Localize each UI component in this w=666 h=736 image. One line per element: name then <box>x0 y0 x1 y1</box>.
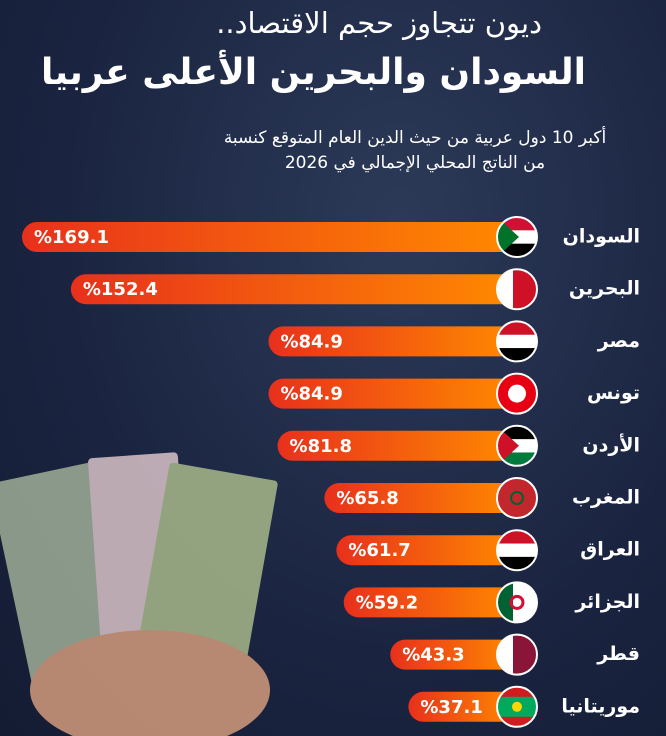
bar <box>22 222 517 252</box>
flag-part <box>497 217 519 257</box>
bar <box>343 587 517 618</box>
value-label: %84.9 <box>280 331 342 352</box>
flag <box>497 373 537 414</box>
flag-border <box>496 216 538 258</box>
flag-part <box>497 425 519 466</box>
flag-border <box>496 320 538 363</box>
flag-part <box>509 594 525 610</box>
flag-part <box>497 543 537 558</box>
value-label: %43.3 <box>402 645 464 666</box>
value-label: %65.8 <box>336 488 398 509</box>
flag-part <box>508 384 526 403</box>
bar <box>268 326 517 357</box>
flag <box>497 582 537 623</box>
value-label: %169.1 <box>34 227 109 248</box>
flag-part <box>510 491 524 505</box>
category-label: السودان <box>563 226 640 248</box>
flag-border <box>496 529 538 572</box>
flag-part <box>497 686 537 698</box>
value-label: %37.1 <box>420 697 482 718</box>
value-label: %61.7 <box>348 540 410 561</box>
category-label: الأردن <box>582 433 640 456</box>
bar <box>336 535 517 566</box>
value-label: %152.4 <box>83 279 158 300</box>
flag-part <box>497 706 537 718</box>
bar <box>268 378 517 409</box>
subtitle: أكبر 10 دول عربية من حيث الدين العام الم… <box>223 128 607 148</box>
flag-part <box>497 634 513 675</box>
category-label: البحرين <box>569 278 640 300</box>
value-label: %59.2 <box>356 592 418 613</box>
bar <box>408 691 517 722</box>
category-label: العراق <box>580 539 640 561</box>
category-label: تونس <box>587 382 640 404</box>
flag-part <box>497 582 513 623</box>
category-label: الجزائر <box>574 591 640 613</box>
banknotes <box>0 452 278 736</box>
value-label: %84.9 <box>280 384 342 405</box>
subtitle: من الناتج المحلي الإجمالي في 2026 <box>284 153 546 173</box>
flag-border <box>496 633 538 676</box>
flag <box>497 269 537 310</box>
bar <box>390 639 517 670</box>
flag <box>497 634 537 675</box>
flag-border <box>496 268 538 311</box>
category-label: المغرب <box>572 487 640 509</box>
category-label: موريتانيا <box>561 695 640 717</box>
flag <box>497 686 537 727</box>
flag-part <box>497 716 537 727</box>
flag <box>497 478 537 518</box>
value-label: %81.8 <box>290 436 352 457</box>
flag-border <box>496 424 538 467</box>
flag-border <box>496 477 538 519</box>
flag-border <box>496 685 538 728</box>
bar <box>324 483 517 513</box>
flag-part <box>497 478 537 518</box>
bar <box>70 274 517 305</box>
title: السودان والبحرين الأعلى عربيا <box>41 52 586 93</box>
flag-part <box>497 269 513 310</box>
flag-part <box>497 334 537 349</box>
bar <box>277 430 517 461</box>
flag-part <box>512 701 522 712</box>
title: ديون تتجاوز حجم الاقتصاد.. <box>216 6 542 40</box>
flag-border <box>496 581 538 624</box>
flag-border <box>496 372 538 415</box>
category-label: مصر <box>597 330 640 352</box>
category-label: قطر <box>596 643 640 665</box>
